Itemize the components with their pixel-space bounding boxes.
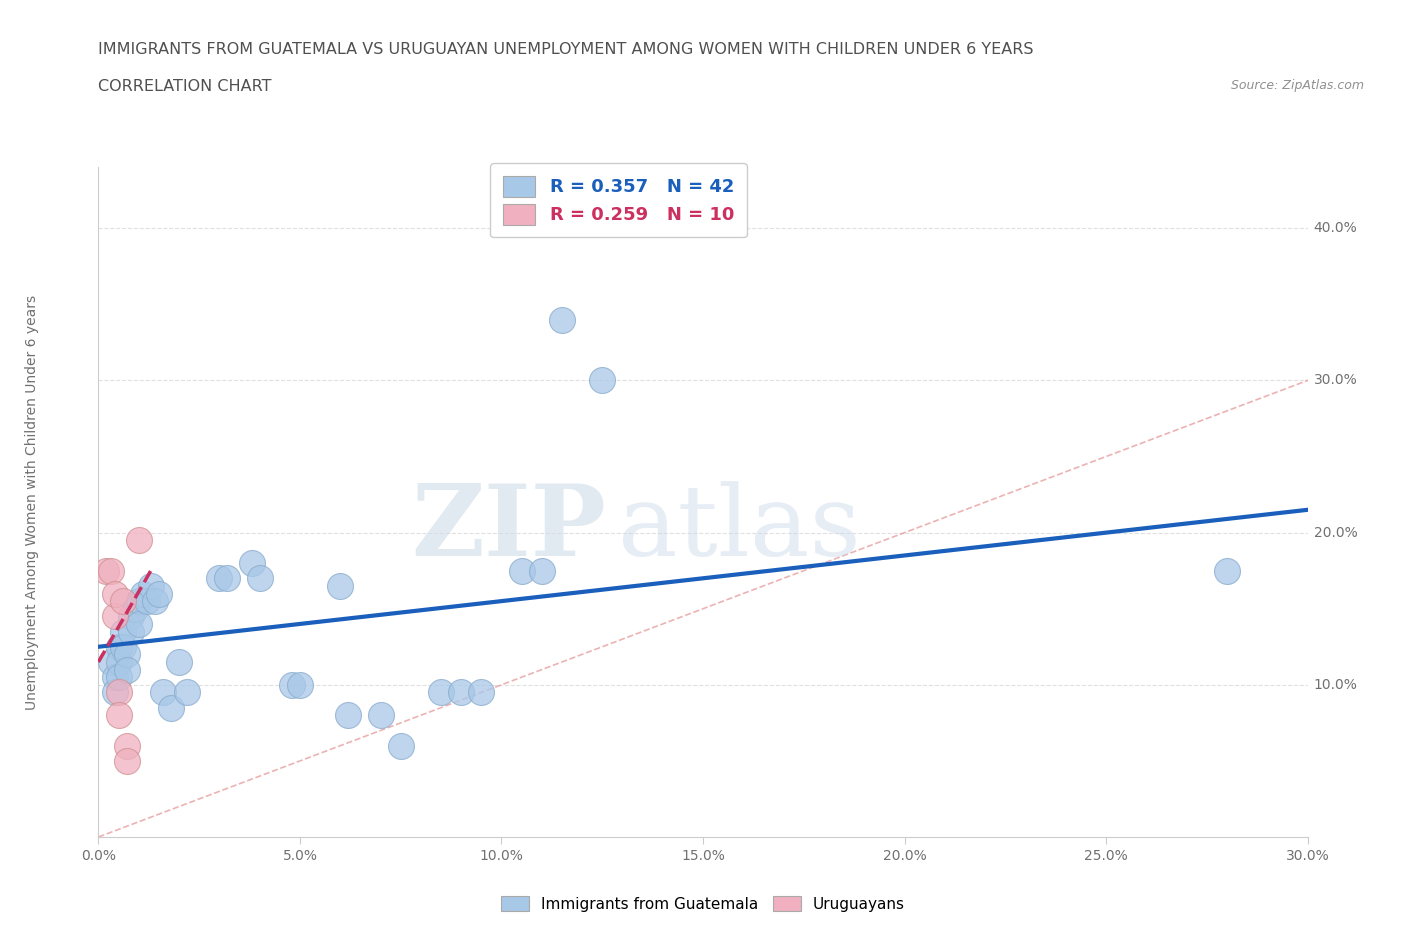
Text: ZIP: ZIP: [412, 481, 606, 578]
Point: [281, 677, 304, 692]
Text: atlas: atlas: [619, 481, 860, 577]
Point: [96, 564, 118, 578]
Point: [128, 533, 150, 548]
Legend: Immigrants from Guatemala, Uruguayans: Immigrants from Guatemala, Uruguayans: [495, 889, 911, 918]
Point: [208, 571, 231, 586]
Point: [329, 578, 352, 593]
Point: [139, 578, 162, 593]
Point: [115, 753, 138, 768]
Point: [100, 564, 122, 578]
Point: [143, 593, 166, 608]
Point: [111, 639, 134, 654]
Point: [135, 593, 157, 608]
Point: [337, 708, 360, 723]
Text: Unemployment Among Women with Children Under 6 years: Unemployment Among Women with Children U…: [25, 295, 39, 710]
Point: [128, 617, 150, 631]
Point: [115, 647, 138, 662]
Point: [120, 609, 142, 624]
Point: [111, 624, 134, 639]
Point: [160, 700, 183, 715]
Point: [240, 555, 263, 570]
Point: [176, 685, 198, 700]
Point: [217, 571, 239, 586]
Text: 40.0%: 40.0%: [1313, 221, 1357, 235]
Point: [470, 685, 492, 700]
Point: [530, 564, 553, 578]
Point: [450, 685, 472, 700]
Point: [370, 708, 392, 723]
Legend: R = 0.357   N = 42, R = 0.259   N = 10: R = 0.357 N = 42, R = 0.259 N = 10: [491, 163, 747, 237]
Point: [148, 586, 170, 601]
Point: [288, 677, 311, 692]
Point: [249, 571, 271, 586]
Point: [120, 624, 142, 639]
Point: [107, 639, 129, 654]
Text: 10.0%: 10.0%: [1313, 678, 1358, 692]
Point: [510, 564, 533, 578]
Point: [167, 655, 190, 670]
Point: [107, 685, 129, 700]
Text: 30.0%: 30.0%: [1313, 374, 1357, 388]
Point: [107, 708, 129, 723]
Point: [103, 685, 125, 700]
Text: IMMIGRANTS FROM GUATEMALA VS URUGUAYAN UNEMPLOYMENT AMONG WOMEN WITH CHILDREN UN: IMMIGRANTS FROM GUATEMALA VS URUGUAYAN U…: [98, 42, 1033, 57]
Point: [115, 738, 138, 753]
Point: [152, 685, 174, 700]
Point: [389, 738, 412, 753]
Point: [591, 373, 613, 388]
Point: [551, 312, 574, 327]
Text: Source: ZipAtlas.com: Source: ZipAtlas.com: [1230, 79, 1364, 92]
Text: CORRELATION CHART: CORRELATION CHART: [98, 79, 271, 94]
Text: 20.0%: 20.0%: [1313, 525, 1357, 539]
Point: [103, 609, 125, 624]
Point: [128, 593, 150, 608]
Point: [115, 662, 138, 677]
Point: [100, 655, 122, 670]
Point: [111, 593, 134, 608]
Point: [103, 670, 125, 684]
Point: [430, 685, 453, 700]
Point: [124, 602, 146, 617]
Point: [1216, 564, 1239, 578]
Point: [107, 670, 129, 684]
Point: [103, 586, 125, 601]
Point: [132, 586, 155, 601]
Point: [107, 655, 129, 670]
